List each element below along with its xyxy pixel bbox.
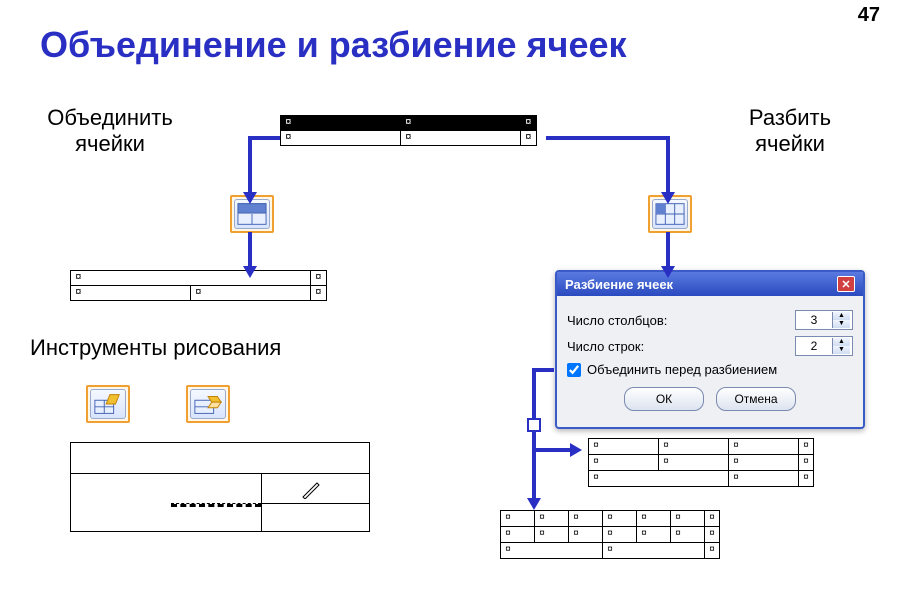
eraser-icon[interactable] [190,389,226,419]
arrow-split-down [666,232,670,268]
cols-spinner[interactable]: ▲▼ [795,310,853,330]
draw-table-icon-wrap [86,385,130,423]
arrow-result1-head [570,443,582,457]
cols-input[interactable] [796,313,832,327]
chevron-down-icon[interactable]: ▼ [833,320,850,328]
chevron-up-icon[interactable]: ▲ [833,312,850,320]
arrow-merge-v [248,136,252,194]
demo-table-top: ¤¤¤ ¤¤¤ [280,115,537,146]
cancel-button[interactable]: Отмена [716,387,796,411]
rows-spinner[interactable]: ▲▼ [795,336,853,356]
split-label: Разбить ячейки [720,105,860,158]
dialog-titlebar: Разбиение ячеек ✕ [557,272,863,296]
arrow-result2-v [532,432,536,500]
drawing-tools-label: Инструменты рисования [30,335,330,361]
draw-table-icon[interactable] [90,389,126,419]
arrow-merge-h [248,136,280,140]
arrow-result2-head [527,498,541,510]
eraser-icon-wrap [186,385,230,423]
merge-before-checkbox[interactable] [567,363,581,377]
arrow-result1-h [532,368,554,372]
page-title: Объединение и разбиение ячеек [40,24,890,66]
cols-label: Число столбцов: [567,313,795,328]
rows-label: Число строк: [567,339,795,354]
arrow-node [527,418,541,432]
arrow-split-v [666,136,670,194]
dialog-title-text: Разбиение ячеек [565,277,673,292]
ok-button[interactable]: ОК [624,387,704,411]
arrow-merge-down-head [243,266,257,278]
merged-result-table: ¤¤ ¤¤¤ [70,270,327,301]
chevron-down-icon[interactable]: ▼ [833,346,850,354]
arrow-result1-h2 [532,448,572,452]
split-result-1: ¤¤¤¤ ¤¤¤¤ ¤¤¤ [588,438,814,487]
rows-input[interactable] [796,339,832,353]
split-result-2: ¤¤ ¤¤ ¤¤ ¤ ¤¤¤¤¤¤¤ ¤¤¤ [500,510,720,559]
arrow-split-down-head [661,266,675,278]
arrow-split-head [661,192,675,204]
merge-label: Объединить ячейки [30,105,190,158]
merge-before-label: Объединить перед разбиением [587,362,777,377]
split-dialog: Разбиение ячеек ✕ Число столбцов: ▲▼ Чис… [555,270,865,429]
chevron-up-icon[interactable]: ▲ [833,338,850,346]
pencil-cursor-icon [301,481,323,499]
arrow-split-h [546,136,670,140]
close-icon[interactable]: ✕ [837,276,855,292]
arrow-merge-head [243,192,257,204]
drawing-demo [70,442,370,532]
arrow-merge-down [248,232,252,268]
